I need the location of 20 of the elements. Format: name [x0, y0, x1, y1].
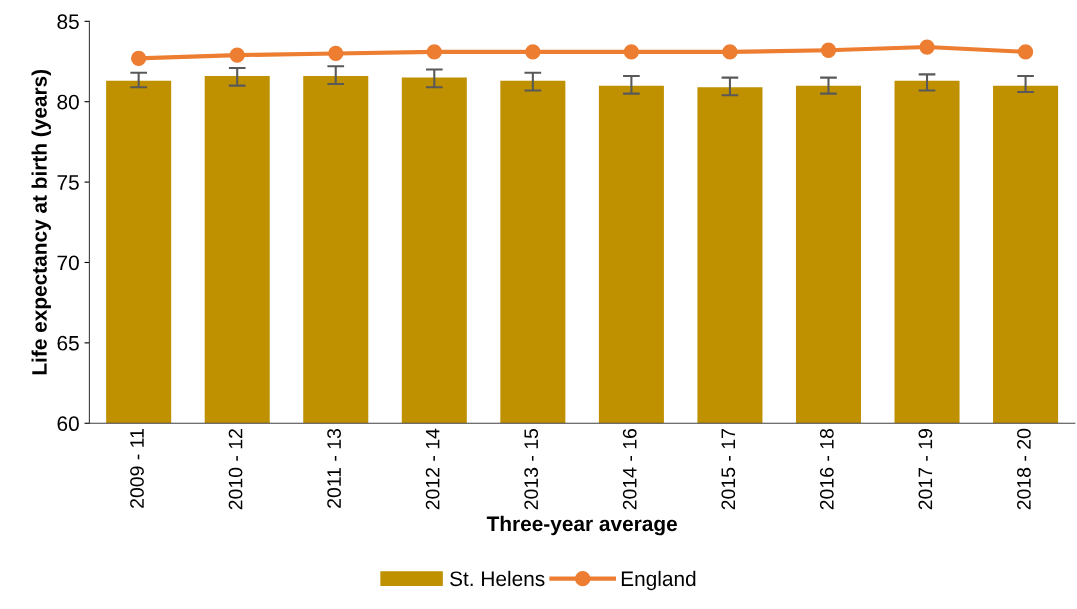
x-tick-label: 2009 - 11	[130, 429, 144, 508]
x-tick-label: 2016 - 18	[819, 428, 834, 510]
x-tick-label: 2015 - 17	[721, 429, 736, 510]
x-tick-label: 2011 - 13	[327, 428, 341, 508]
x-tick-label: 2012 - 14	[425, 428, 440, 510]
x-tick-label: 2018 - 20	[1017, 428, 1031, 510]
x-tick-label: 2017 - 19	[918, 429, 933, 510]
legend-label: St. Helens	[450, 570, 545, 587]
y-tick-label: 70	[57, 255, 79, 271]
y-axis-title: Life expectancy at birth (years)	[31, 69, 51, 375]
y-tick-label: 75	[57, 175, 79, 190]
y-tick-label: 60	[57, 416, 79, 432]
x-tick-label: 2010 - 12	[228, 429, 243, 510]
y-tick-label: 85	[57, 14, 79, 30]
y-tick-label: 65	[57, 335, 79, 351]
legend-label: England	[621, 570, 696, 591]
x-tick-label: 2013 - 15	[524, 428, 539, 510]
y-tick-label: 80	[57, 94, 79, 110]
x-axis-title: Three-year average	[486, 515, 677, 536]
x-tick-label: 2014 - 16	[622, 428, 637, 510]
